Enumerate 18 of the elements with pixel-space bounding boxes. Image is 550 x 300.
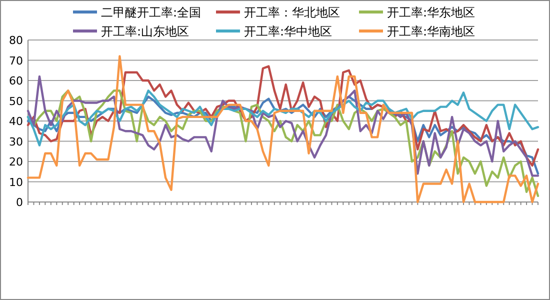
y-tick-label: 0 xyxy=(16,196,23,209)
y-tick-label: 60 xyxy=(9,74,23,88)
y-tick-label: 80 xyxy=(9,34,23,47)
y-tick-label: 40 xyxy=(9,115,23,128)
legend-label: 开工率：华北地区 xyxy=(244,6,340,20)
legend-label: 开工率:华中地区 xyxy=(244,24,332,38)
legend-label: 二甲醚开工率:全国 xyxy=(101,6,202,20)
y-tick-label: 70 xyxy=(9,54,23,68)
y-tick-label: 20 xyxy=(9,156,23,168)
line-series xyxy=(26,90,540,146)
y-tick-label: 10 xyxy=(9,176,23,189)
line-series xyxy=(26,75,540,177)
y-tick-label: 30 xyxy=(9,135,23,148)
legend-label: 开工率:华南地区 xyxy=(387,24,476,38)
y-tick-label: 50 xyxy=(9,94,23,108)
legend-label: 开工率:华东地区 xyxy=(387,6,476,20)
line-series xyxy=(26,65,540,167)
legend-label: 开工率:山东地区 xyxy=(101,24,190,38)
